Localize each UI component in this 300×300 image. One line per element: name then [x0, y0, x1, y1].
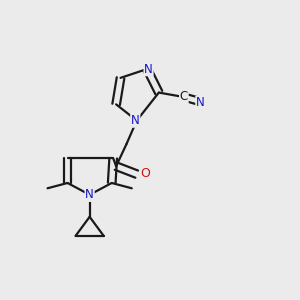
Text: N: N — [85, 188, 94, 201]
Text: N: N — [196, 96, 205, 110]
Text: N: N — [144, 62, 153, 76]
Text: N: N — [131, 114, 140, 127]
Text: O: O — [140, 167, 150, 180]
Text: C: C — [180, 91, 188, 103]
